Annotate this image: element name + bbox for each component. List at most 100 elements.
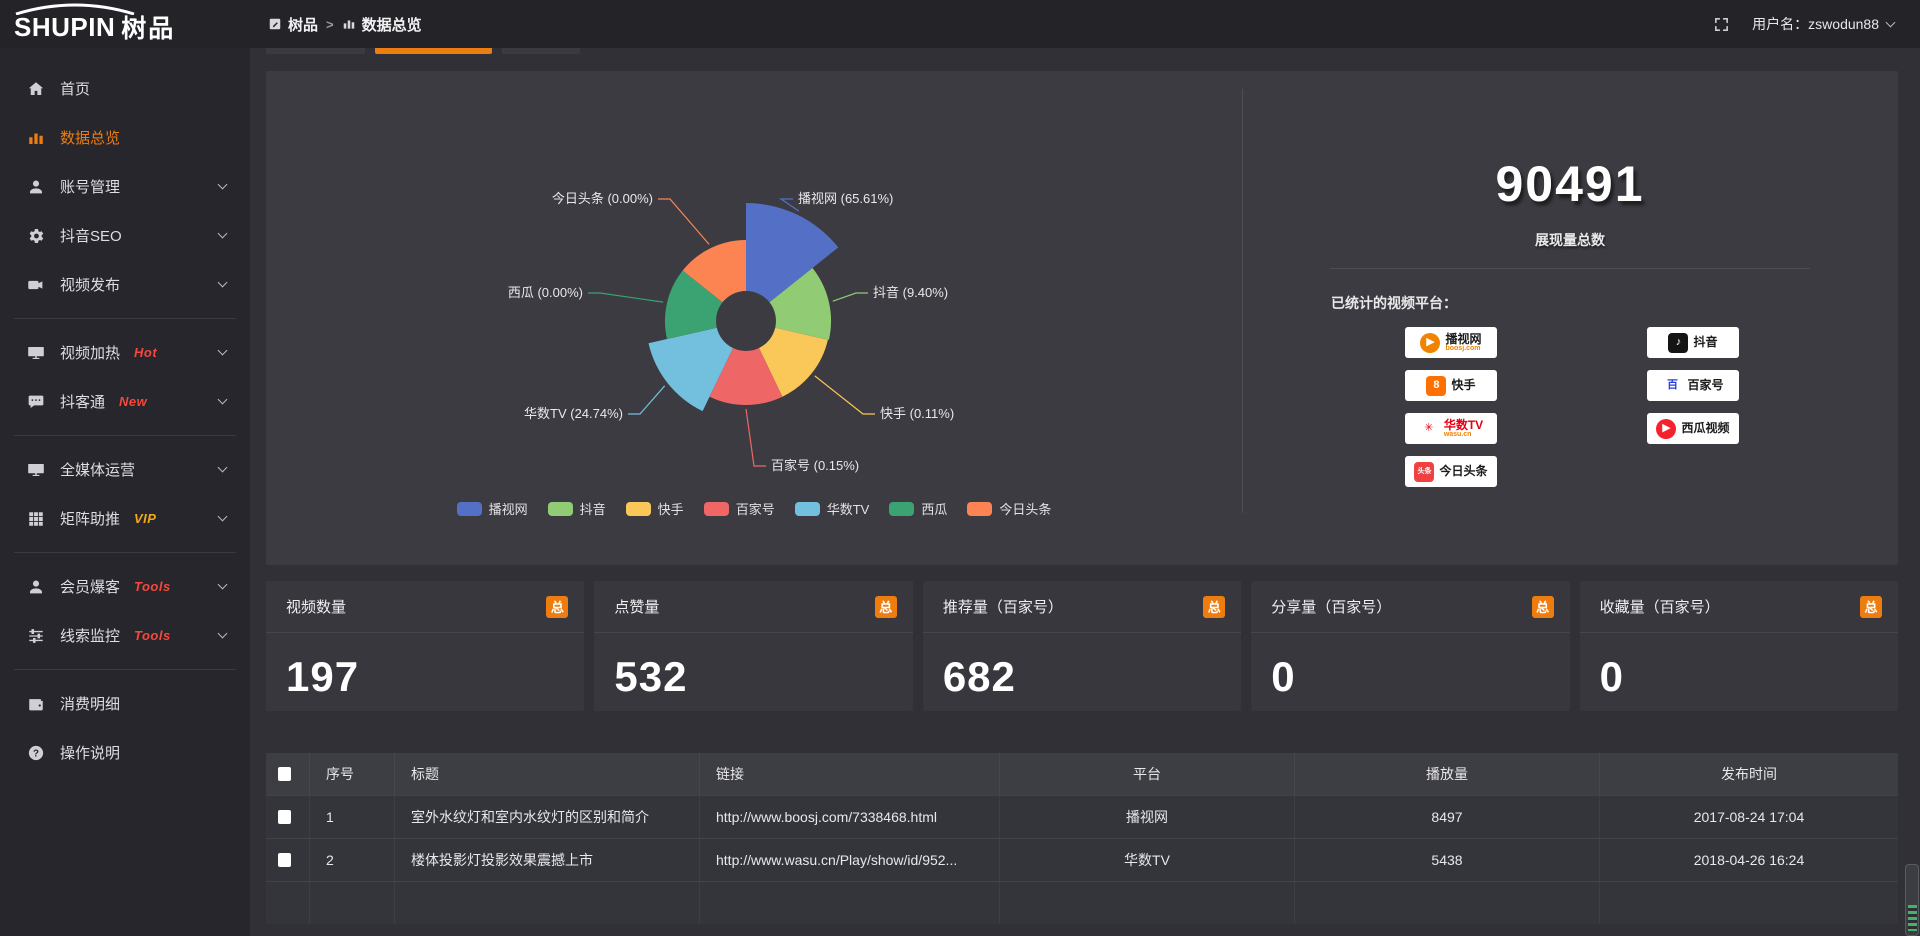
logo-text-cn: 树品: [121, 15, 176, 43]
sidebar-item-9[interactable]: 全媒体运营: [0, 445, 250, 494]
sidebar-item-16[interactable]: ? 操作说明: [0, 728, 250, 777]
cell-link[interactable]: [700, 882, 1000, 924]
cell-id: 1: [310, 796, 395, 838]
pie-label-line-1: [832, 292, 868, 302]
total-badge: 总: [546, 595, 569, 618]
platform-logo-icon: 8: [1426, 375, 1447, 396]
breadcrumb-item-1[interactable]: 数据总览: [342, 14, 422, 35]
legend-swatch: [625, 501, 651, 516]
sidebar-item-label: 操作说明: [60, 745, 121, 762]
legend-label: 播视网: [488, 502, 528, 517]
chevron-down-icon: [217, 345, 228, 356]
pie-label-line-3: [745, 408, 766, 467]
sidebar-item-4[interactable]: 视频发布: [0, 260, 250, 309]
pie-slice-0[interactable]: [746, 202, 839, 303]
app-logo: SHUPIN 树品: [0, 0, 250, 48]
legend-item-6[interactable]: 今日头条: [967, 499, 1051, 518]
cell-time: 2017-08-24 17:04: [1693, 809, 1805, 825]
legend-item-3[interactable]: 百家号: [703, 499, 775, 518]
platform-name: 快手: [1451, 378, 1476, 393]
chevron-down-icon: [217, 179, 228, 190]
stat-card-label: 收藏量（百家号）: [1599, 599, 1720, 616]
scrollbar-thumb[interactable]: [1905, 864, 1919, 936]
pie-slice-2[interactable]: [759, 327, 828, 397]
pie-slice-5[interactable]: [664, 270, 723, 340]
chevron-down-icon: [217, 579, 228, 590]
sidebar-item-3[interactable]: 抖音SEO: [0, 211, 250, 260]
platform-logo-icon: 头条: [1414, 461, 1435, 482]
platform-name: 播视网: [1445, 331, 1482, 346]
legend-swatch: [547, 501, 573, 516]
user-icon: [27, 178, 45, 196]
platform-badge-4: ✳ 华数TV wasu.cn: [1405, 413, 1497, 444]
pie-label-1: 抖音 (9.40%): [873, 285, 948, 300]
user-menu[interactable]: 用户名：zswodun88: [1752, 14, 1896, 34]
chevron-down-icon: [217, 511, 228, 522]
header-platform: 平台: [1000, 753, 1295, 795]
row-checkbox[interactable]: [278, 810, 291, 824]
cell-link[interactable]: http://www.boosj.com/7338468.html: [700, 796, 1000, 838]
legend-swatch: [703, 501, 729, 516]
sidebar-divider: [14, 435, 236, 436]
cell-platform: [1000, 882, 1295, 924]
cell-checkbox: [266, 796, 310, 838]
sidebar-item-12[interactable]: 会员爆客 Tools: [0, 562, 250, 611]
monitor-icon: [27, 344, 45, 362]
sidebar-item-7[interactable]: 抖客通 New: [0, 377, 250, 426]
total-badge: 总: [1860, 595, 1883, 618]
cell-checkbox: [266, 882, 310, 924]
sidebar-item-10[interactable]: 矩阵助推 VIP: [0, 494, 250, 543]
sidebar-item-2[interactable]: 账号管理: [0, 162, 250, 211]
sidebar-item-badge: Tools: [134, 628, 171, 643]
platform-badge-2: 8 快手: [1405, 370, 1497, 401]
total-badge: 总: [874, 595, 897, 618]
platforms-title: 已统计的视频平台：: [1331, 295, 1457, 311]
cell-title[interactable]: [395, 882, 700, 924]
pie-slice-3[interactable]: [709, 348, 783, 405]
sidebar-item-0[interactable]: 首页: [0, 64, 250, 113]
platform-logo-icon: ✳: [1418, 418, 1439, 439]
topbar: SHUPIN 树品 树品 > 数据总览 用户名：zswodun88: [0, 0, 1920, 48]
platform-name: 抖音: [1693, 335, 1718, 350]
legend-item-1[interactable]: 抖音: [547, 499, 606, 518]
pie-label-5: 西瓜 (0.00%): [508, 285, 583, 300]
breadcrumb-item-0[interactable]: 树品: [268, 14, 318, 35]
legend-swatch: [456, 501, 482, 516]
platform-name: 西瓜视频: [1681, 421, 1730, 436]
sidebar-item-1[interactable]: 数据总览: [0, 113, 250, 162]
total-badge: 总: [1203, 595, 1226, 618]
stat-cards: 视频数量 总 197 点赞量 总 532 推荐量（百家号） 总 682 分享量（…: [266, 581, 1899, 711]
platform-badge-6: 头条 今日头条: [1405, 456, 1497, 487]
cell-title[interactable]: 楼体投影灯投影效果震撼上市: [395, 839, 700, 881]
sidebar: 首页 数据总览 账号管理 抖音SEO 视频发布 视频加热 Hot 抖客通 New 全媒体运营 矩阵助…: [0, 48, 250, 936]
platform-share-chart: 播视网 (65.61%) 抖音 (9.40%) 快手 (0.11%) 百家号 (0.1…: [266, 71, 1242, 565]
pie-slice-1[interactable]: [769, 268, 832, 340]
pie-label-line-2: [814, 375, 875, 415]
pie-slice-6[interactable]: [682, 240, 746, 303]
sidebar-item-badge: New: [119, 394, 148, 409]
platform-name: 今日头条: [1439, 464, 1488, 479]
row-checkbox[interactable]: [278, 853, 291, 867]
legend-item-2[interactable]: 快手: [625, 499, 684, 518]
sidebar-item-label: 矩阵助推: [60, 511, 121, 528]
cell-link[interactable]: http://www.wasu.cn/Play/show/id/952...: [700, 839, 1000, 881]
cell-title[interactable]: 室外水纹灯和室内水纹灯的区别和简介: [395, 796, 700, 838]
grid-icon: [27, 510, 45, 528]
fullscreen-icon[interactable]: [1713, 16, 1730, 33]
breadcrumb-separator: >: [326, 16, 334, 32]
legend-item-4[interactable]: 华数TV: [794, 499, 869, 518]
sidebar-divider: [14, 669, 236, 670]
chevron-down-icon: [217, 228, 228, 239]
breadcrumb: 树品 > 数据总览: [268, 14, 422, 35]
legend-item-0[interactable]: 播视网: [456, 499, 528, 518]
stat-card-header: 点赞量 总: [594, 581, 913, 633]
svg-text:?: ?: [33, 748, 39, 759]
pie-label-line-5: [588, 292, 664, 303]
sidebar-item-13[interactable]: 线索监控 Tools: [0, 611, 250, 660]
sidebar-item-15[interactable]: 消费明细: [0, 679, 250, 728]
sidebar-item-6[interactable]: 视频加热 Hot: [0, 328, 250, 377]
platform-subtitle: wasu.cn: [1443, 431, 1472, 439]
select-all-checkbox[interactable]: [278, 767, 291, 781]
legend-item-5[interactable]: 西瓜: [889, 499, 947, 518]
pie-slice-4[interactable]: [648, 327, 734, 412]
